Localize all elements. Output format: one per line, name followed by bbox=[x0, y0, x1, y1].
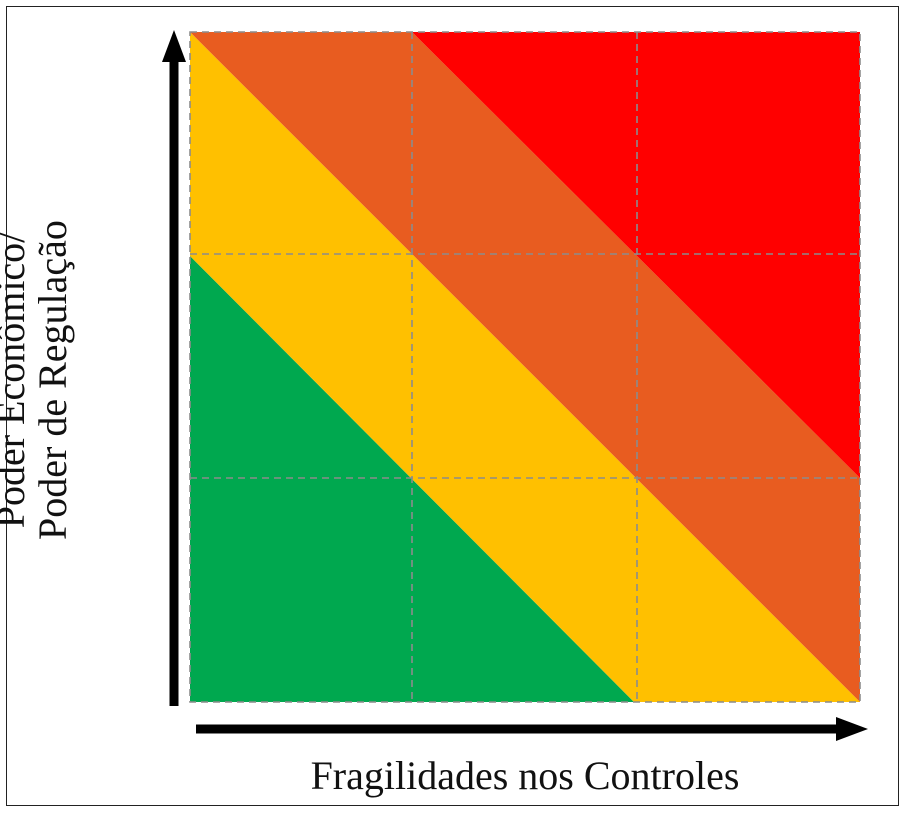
grid-lines bbox=[189, 31, 861, 703]
y-axis-arrowhead bbox=[162, 30, 186, 62]
axis-arrows bbox=[162, 30, 868, 741]
zone-high-risk bbox=[190, 32, 860, 702]
risk-zones bbox=[190, 32, 860, 702]
figure-frame bbox=[6, 6, 899, 806]
matrix-border bbox=[189, 31, 861, 703]
y-axis-label-line-1: Poder Econômico/ bbox=[0, 231, 33, 529]
zone-critical-risk bbox=[412, 32, 860, 478]
x-axis-arrowhead bbox=[836, 717, 868, 741]
y-axis-label-line-2: Poder de Regulação bbox=[30, 220, 75, 540]
x-axis-label: Fragilidades nos Controles bbox=[310, 753, 740, 798]
